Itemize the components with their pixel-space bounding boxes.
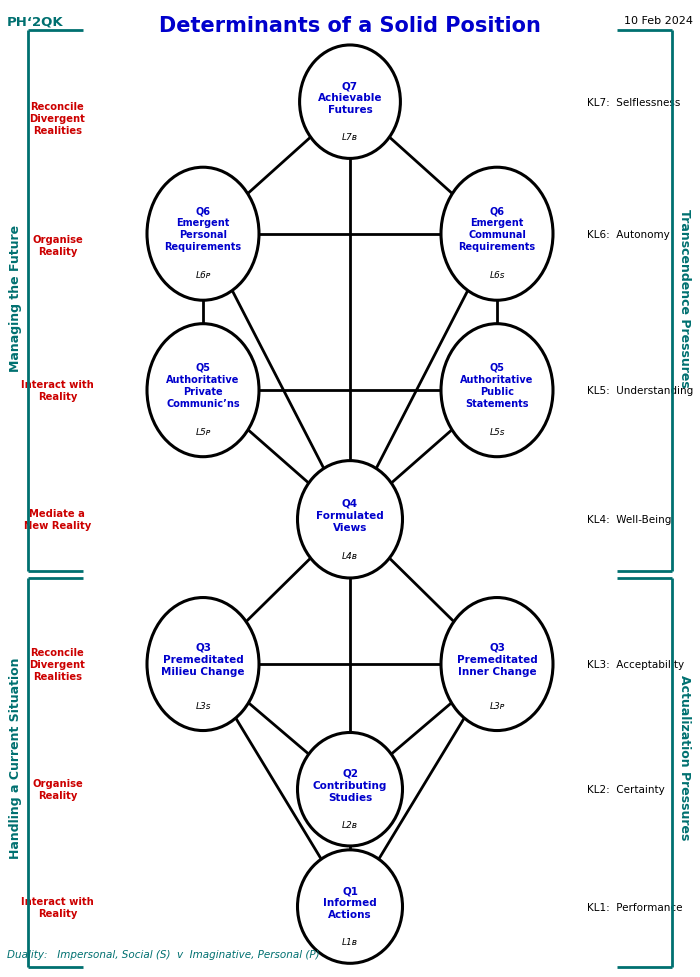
Text: Transcendence Pressures: Transcendence Pressures bbox=[678, 209, 691, 387]
Text: KL3:  Acceptability: KL3: Acceptability bbox=[587, 659, 684, 669]
Ellipse shape bbox=[147, 598, 259, 731]
Text: KL4:  Well-Being: KL4: Well-Being bbox=[587, 515, 671, 525]
Text: Q6
Emergent
Communal
Requirements: Q6 Emergent Communal Requirements bbox=[458, 206, 536, 252]
Text: KL5:  Understanding: KL5: Understanding bbox=[587, 386, 693, 396]
Text: Interact with
Reality: Interact with Reality bbox=[21, 380, 94, 402]
Text: PH‘2QK: PH‘2QK bbox=[7, 16, 64, 28]
Ellipse shape bbox=[441, 168, 553, 301]
Text: Determinants of a Solid Position: Determinants of a Solid Position bbox=[159, 16, 541, 35]
Text: Handling a Current Situation: Handling a Current Situation bbox=[9, 657, 22, 858]
Text: Interact with
Reality: Interact with Reality bbox=[21, 896, 94, 917]
Text: KL2:  Certainty: KL2: Certainty bbox=[587, 785, 664, 794]
Text: L1ʙ: L1ʙ bbox=[342, 937, 358, 947]
Text: KL6:  Autonomy: KL6: Autonomy bbox=[587, 230, 669, 239]
Text: L6ᴘ: L6ᴘ bbox=[195, 272, 211, 280]
Text: L3ᴘ: L3ᴘ bbox=[489, 701, 505, 710]
Ellipse shape bbox=[147, 168, 259, 301]
Text: L3s: L3s bbox=[195, 701, 211, 710]
Text: Q5
Authoritative
Private
Communic’ns: Q5 Authoritative Private Communic’ns bbox=[166, 362, 240, 408]
Text: Q3
Premeditated
Milieu Change: Q3 Premeditated Milieu Change bbox=[161, 642, 245, 676]
Text: Actualization Pressures: Actualization Pressures bbox=[678, 674, 691, 840]
Text: Duality:   Impersonal, Social (S)  v  Imaginative, Personal (P): Duality: Impersonal, Social (S) v Imagin… bbox=[7, 950, 320, 959]
Text: KL7:  Selflessness: KL7: Selflessness bbox=[587, 98, 680, 107]
Text: Organise
Reality: Organise Reality bbox=[32, 235, 83, 257]
Text: L6s: L6s bbox=[489, 272, 505, 280]
Text: Q3
Premeditated
Inner Change: Q3 Premeditated Inner Change bbox=[456, 642, 538, 676]
Text: L2ʙ: L2ʙ bbox=[342, 820, 358, 829]
Text: Managing the Future: Managing the Future bbox=[9, 225, 22, 371]
Text: Q5
Authoritative
Public
Statements: Q5 Authoritative Public Statements bbox=[461, 362, 533, 408]
Text: Q6
Emergent
Personal
Requirements: Q6 Emergent Personal Requirements bbox=[164, 206, 242, 252]
Text: 10 Feb 2024: 10 Feb 2024 bbox=[624, 16, 693, 25]
Text: L5ᴘ: L5ᴘ bbox=[195, 428, 211, 437]
Text: L7ʙ: L7ʙ bbox=[342, 133, 358, 143]
Text: Q2
Contributing
Studies: Q2 Contributing Studies bbox=[313, 768, 387, 802]
Text: KL1:  Performance: KL1: Performance bbox=[587, 902, 682, 912]
Ellipse shape bbox=[441, 598, 553, 731]
Text: Q4
Formulated
Views: Q4 Formulated Views bbox=[316, 498, 384, 532]
Text: Mediate a
New Reality: Mediate a New Reality bbox=[24, 509, 91, 531]
Ellipse shape bbox=[298, 461, 402, 578]
Ellipse shape bbox=[300, 46, 400, 159]
Text: Q7
Achievable
Futures: Q7 Achievable Futures bbox=[318, 81, 382, 115]
Text: Reconcile
Divergent
Realities: Reconcile Divergent Realities bbox=[29, 648, 85, 681]
Ellipse shape bbox=[298, 850, 402, 963]
Text: L5s: L5s bbox=[489, 428, 505, 437]
Ellipse shape bbox=[147, 324, 259, 457]
Text: Q1
Informed
Actions: Q1 Informed Actions bbox=[323, 885, 377, 919]
Ellipse shape bbox=[441, 324, 553, 457]
Text: Organise
Reality: Organise Reality bbox=[32, 779, 83, 800]
Ellipse shape bbox=[298, 733, 402, 846]
Text: Reconcile
Divergent
Realities: Reconcile Divergent Realities bbox=[29, 103, 85, 136]
Text: L4ʙ: L4ʙ bbox=[342, 552, 358, 561]
